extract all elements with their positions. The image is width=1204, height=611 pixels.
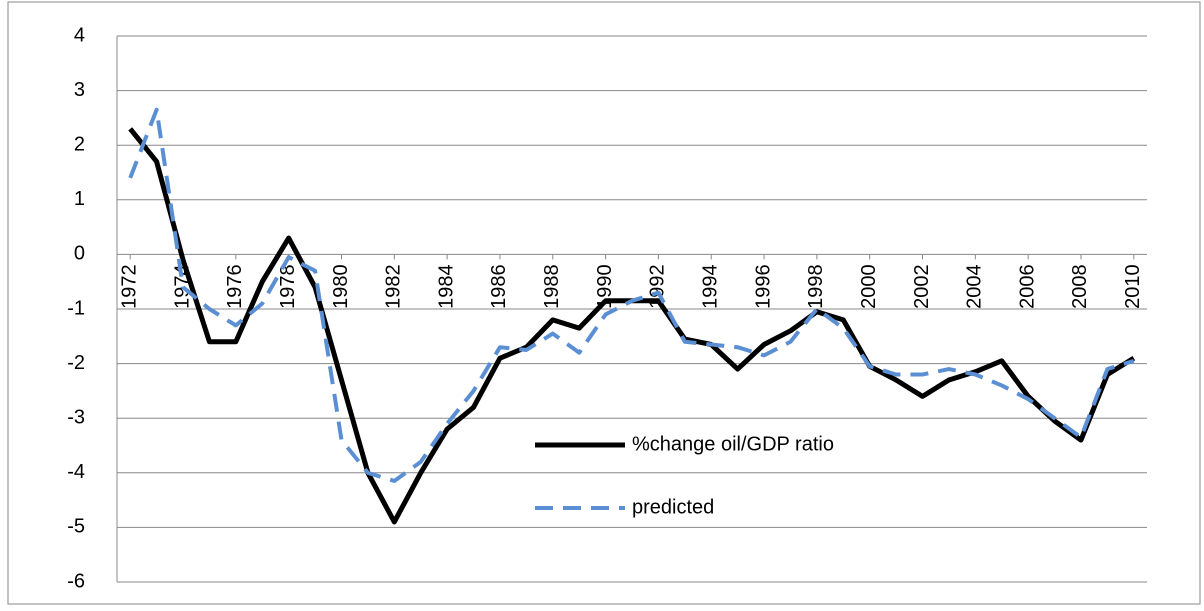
x-tick-label: 2006 [1016,264,1038,309]
y-tick-label: 4 [74,24,85,46]
x-tick-label: 1980 [330,264,352,309]
x-tick-label: 1990 [594,264,616,309]
y-tick-label: -2 [67,352,85,374]
x-tick-label: 2004 [964,264,986,309]
line-series [128,107,1135,483]
y-tick-label: -5 [67,516,85,538]
y-tick-label: 1 [74,188,85,210]
x-tick-label: 1986 [488,264,510,309]
x-tick-label: 1994 [700,264,722,309]
y-tick-label: -6 [67,570,85,592]
x-tick-label: 1998 [805,264,827,309]
x-tick-label: 2010 [1122,264,1144,309]
x-tick-label: 1982 [383,264,405,309]
x-tick-label: 1976 [224,264,246,309]
y-tick-label: 2 [74,133,85,155]
y-tick-label: -1 [67,297,85,319]
legend-label: predicted [632,496,714,518]
x-tick-label: 1988 [541,264,563,309]
x-tick-label: 1978 [277,264,299,309]
y-tick-label: 3 [74,79,85,101]
x-tick-label: 1984 [435,264,457,309]
x-tick-label: 2000 [858,264,880,309]
y-tick-label: -3 [67,406,85,428]
legend-label: %change oil/GDP ratio [632,433,834,455]
x-tick-label: 1972 [118,264,140,309]
y-tick-label: 0 [74,243,85,265]
x-tick-label: 2002 [911,264,933,309]
y-tick-label: -4 [67,461,85,483]
x-tick-label: 1996 [752,264,774,309]
x-tick-label: 2008 [1069,264,1091,309]
